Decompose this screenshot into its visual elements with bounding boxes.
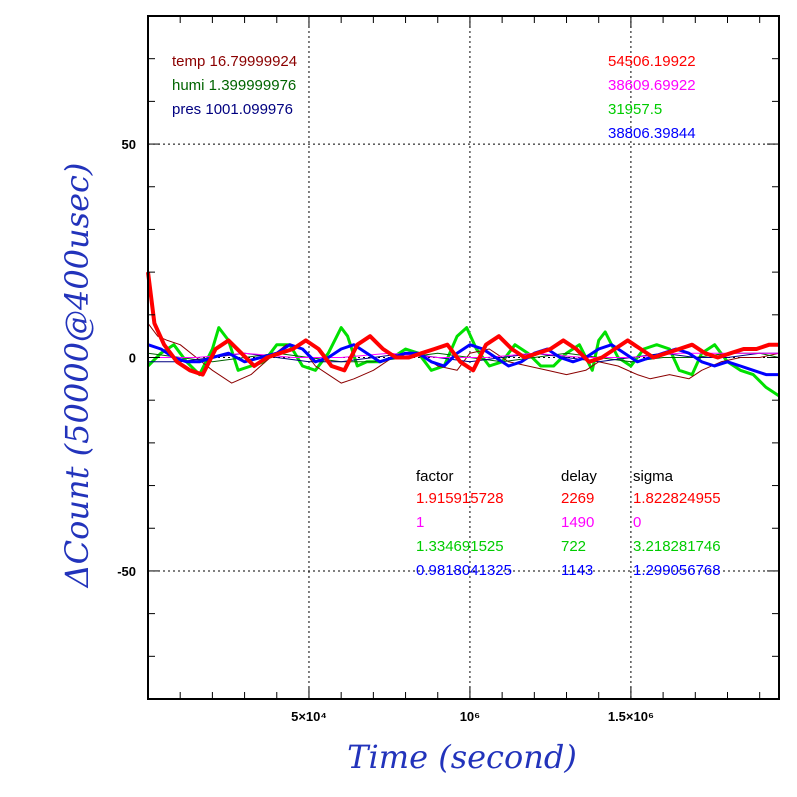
- y-tick-label: 0: [129, 351, 136, 366]
- x-axis-title: Time (second): [347, 738, 577, 776]
- value-label-red: 54506.19922: [608, 53, 696, 70]
- stats-header-delay: delay: [561, 468, 597, 485]
- stats-row-1-factor: 1.915915728: [416, 490, 504, 507]
- y-axis-title: ΔCount (50000@400usec): [58, 163, 96, 590]
- stats-row-2-factor: 1: [416, 514, 424, 531]
- series-line-7: [146, 271, 779, 377]
- stats-row-1-delay: 2269: [561, 490, 594, 507]
- tick-labels: 5×10⁴ 10⁶ 1.5×10⁶ 50 0 -50: [117, 137, 654, 724]
- value-label-green: 31957.5: [608, 101, 662, 118]
- stats-row-3-factor: 1.334691525: [416, 538, 504, 555]
- x-tick-label: 5×10⁴: [291, 709, 327, 724]
- stats-row-3-delay: 722: [561, 538, 586, 555]
- stats-header-sigma: sigma: [633, 468, 674, 485]
- value-label-blue: 38806.39844: [608, 125, 696, 142]
- stats-header-factor: factor: [416, 468, 454, 485]
- stats-row-4-factor: 0.9818041325: [416, 562, 512, 579]
- x-tick-label: 1.5×10⁶: [608, 709, 654, 724]
- stats-row-2-sigma: 0: [633, 514, 641, 531]
- y-tick-label: -50: [117, 564, 136, 579]
- series-line-2: [147, 322, 780, 384]
- value-label-magenta: 38609.69922: [608, 77, 696, 94]
- env-label-temp: temp 16.79999924: [172, 53, 297, 70]
- stats-row-4-sigma: 1.299056768: [633, 562, 721, 579]
- env-label-humi: humi 1.399999976: [172, 77, 296, 94]
- series-group: [146, 271, 780, 398]
- series-line-5: [148, 352, 779, 358]
- value-labels: 54506.19922 38609.69922 31957.5 38806.39…: [608, 53, 696, 142]
- y-tick-label: 50: [122, 137, 136, 152]
- stats-row-4-delay: 1143: [561, 562, 593, 579]
- x-tick-label: 10⁶: [460, 709, 480, 724]
- stats-row-1-sigma: 1.822824955: [633, 490, 721, 507]
- stats-row-2-delay: 1490: [561, 514, 594, 531]
- env-labels: temp 16.79999924 humi 1.399999976 pres 1…: [172, 53, 297, 118]
- stats-row-3-sigma: 3.218281746: [633, 538, 721, 555]
- axis-ticks: [148, 16, 779, 699]
- stats-table: factor delay sigma 1.915915728 2269 1.82…: [416, 468, 721, 579]
- env-label-pres: pres 1001.099976: [172, 101, 293, 118]
